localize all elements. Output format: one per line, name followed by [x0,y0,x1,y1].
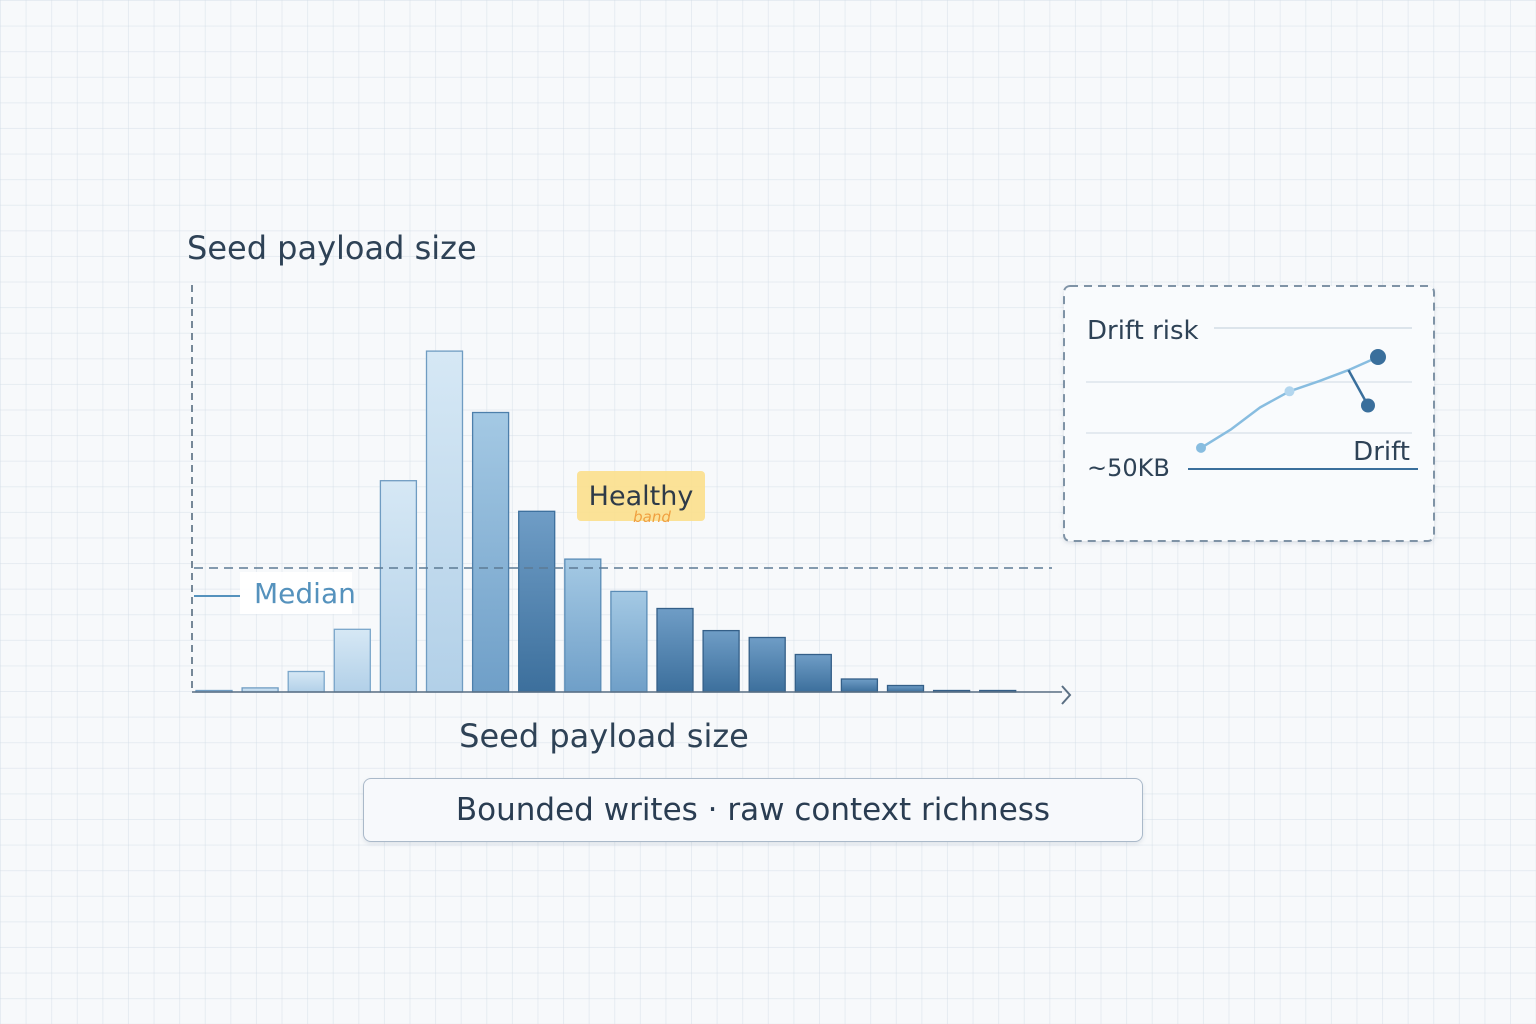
drift-panel-frame [1063,285,1435,542]
drift-threshold-label: ~50KB [1087,454,1170,482]
drift-mid-point [1284,386,1295,397]
x-axis-arrow-icon [1061,685,1072,705]
drift-plot [1196,349,1386,453]
histogram-bar [610,590,648,693]
histogram-bar [564,558,602,693]
histogram-bars [195,350,1017,693]
histogram-bar [471,411,510,693]
histogram-bar [656,607,694,693]
histogram-bar [425,350,464,693]
histogram-bar [333,628,371,693]
histogram-bar [840,678,879,693]
drift-panel-title: Drift risk [1087,316,1199,346]
median-label: Median [254,577,356,610]
histogram-bar [518,510,556,693]
histogram-bar [702,629,740,693]
histogram-bar [794,653,832,693]
x-axis-label: Seed payload size [459,717,749,755]
drift-branch-point [1361,398,1375,413]
summary-text: Bounded writes · raw context richness [455,792,1051,828]
histogram-bar [379,480,418,693]
median-label-bg [240,572,352,614]
chart-title: Seed payload size [187,229,477,267]
healthy-label: Healthy [589,481,694,512]
healthy-badge [577,471,705,521]
drift-risk-panel: Drift risk ~50KB Drift [1063,285,1435,542]
drift-end-point [1370,349,1386,365]
summary-banner: Bounded writes · raw context richness [363,778,1143,842]
histogram-bar [886,684,925,693]
drift-start-point [1196,442,1206,453]
histogram-bar [287,670,325,693]
drift-series-label: Drift [1353,437,1410,467]
healthy-sublabel: band [633,508,671,526]
histogram-bar [748,636,786,693]
